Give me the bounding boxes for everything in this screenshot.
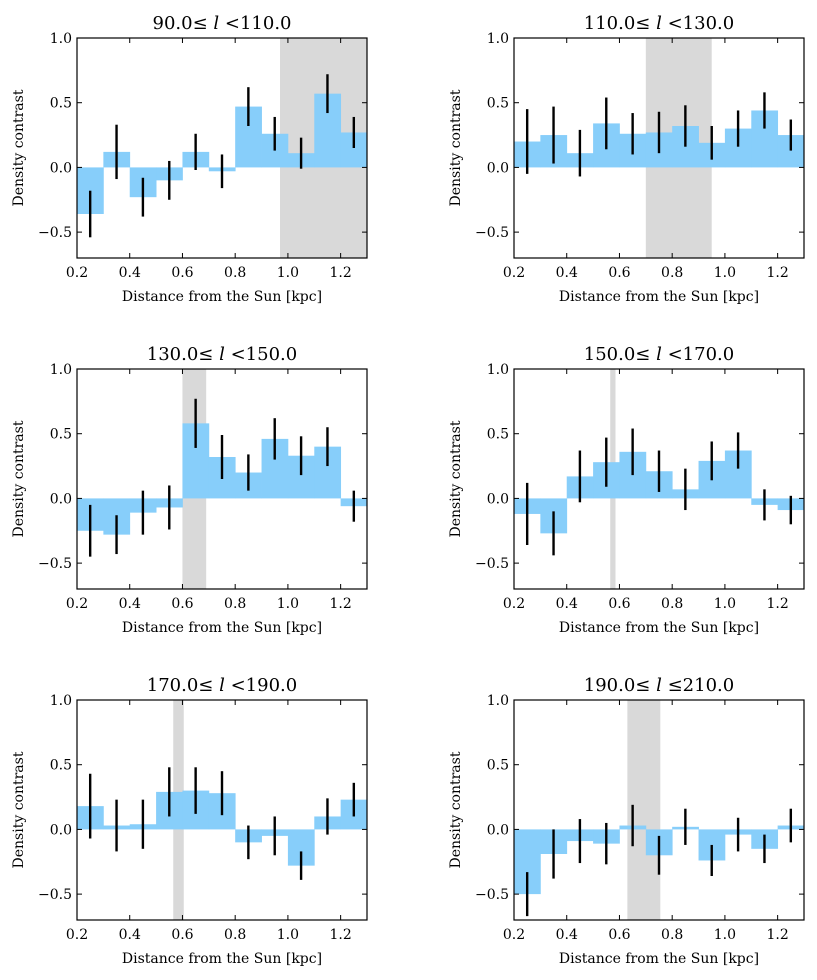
x-tick-label: 0.2 bbox=[503, 596, 525, 612]
x-tick-label: 0.6 bbox=[171, 596, 193, 612]
x-tick-label: 1.0 bbox=[277, 265, 299, 281]
y-tick-label: 0.0 bbox=[487, 160, 509, 176]
panel-2: 0.2 0.4 0.6 0.8 1.0 1.2 −0.5 0.0 0.5 1.0 110.0≤ l … bbox=[448, 13, 805, 305]
y-tick-label: 0.5 bbox=[487, 427, 509, 443]
panel-title: 170.0≤ l <190.0 bbox=[147, 675, 297, 696]
y-axis-label: Density contrast bbox=[448, 89, 464, 206]
y-tick-label: −0.5 bbox=[38, 225, 72, 241]
y-tick-label: −0.5 bbox=[475, 556, 509, 572]
y-tick-label: −0.5 bbox=[38, 556, 72, 572]
panel-title: 90.0≤ l <110.0 bbox=[153, 13, 292, 34]
x-tick-label: 0.6 bbox=[171, 265, 193, 281]
x-tick-label: 1.2 bbox=[330, 596, 352, 612]
x-tick-label: 1.2 bbox=[330, 265, 352, 281]
plot-area bbox=[77, 369, 367, 589]
x-tick-label: 1.0 bbox=[277, 596, 299, 612]
axes-frame bbox=[76, 37, 368, 259]
x-tick-label: 1.2 bbox=[767, 265, 789, 281]
x-tick-label: 0.8 bbox=[224, 265, 246, 281]
y-tick-label: 0.0 bbox=[50, 160, 72, 176]
x-tick-label: 0.4 bbox=[556, 265, 578, 281]
panel-title: 190.0≤ l ≤210.0 bbox=[584, 675, 734, 696]
x-tick-label: 0.6 bbox=[171, 927, 193, 943]
x-tick-label: 0.8 bbox=[224, 596, 246, 612]
x-tick-label: 0.8 bbox=[661, 596, 683, 612]
x-axis-label: Distance from the Sun [kpc] bbox=[559, 620, 759, 636]
y-axis-label: Density contrast bbox=[11, 751, 27, 868]
x-tick-label: 0.6 bbox=[608, 927, 630, 943]
plot-area bbox=[77, 700, 367, 920]
y-tick-label: 1.0 bbox=[487, 693, 509, 709]
panel-4: 0.2 0.4 0.6 0.8 1.0 1.2 −0.5 0.0 0.5 1.0 150.0≤ l … bbox=[448, 344, 805, 636]
axes-frame bbox=[513, 37, 805, 259]
x-tick-label: 0.8 bbox=[661, 927, 683, 943]
y-tick-label: 0.0 bbox=[50, 491, 72, 507]
y-tick-label: −0.5 bbox=[475, 887, 509, 903]
panel-6: 0.2 0.4 0.6 0.8 1.0 1.2 −0.5 0.0 0.5 1.0 190.0≤ l … bbox=[448, 675, 805, 967]
x-tick-label: 1.0 bbox=[277, 927, 299, 943]
plot-area bbox=[514, 369, 804, 589]
x-tick-label: 1.0 bbox=[714, 927, 736, 943]
x-tick-label: 1.2 bbox=[330, 927, 352, 943]
y-tick-label: 1.0 bbox=[487, 362, 509, 378]
x-axis-label: Distance from the Sun [kpc] bbox=[559, 289, 759, 305]
x-tick-label: 0.4 bbox=[119, 596, 141, 612]
y-tick-label: 0.0 bbox=[487, 491, 509, 507]
panel-title: 150.0≤ l <170.0 bbox=[584, 344, 734, 365]
y-tick-label: 0.5 bbox=[50, 96, 72, 112]
y-tick-label: 1.0 bbox=[50, 31, 72, 47]
x-tick-label: 1.2 bbox=[767, 596, 789, 612]
y-tick-label: 0.5 bbox=[487, 758, 509, 774]
y-tick-label: 1.0 bbox=[50, 693, 72, 709]
y-tick-label: −0.5 bbox=[475, 225, 509, 241]
x-tick-label: 1.2 bbox=[767, 927, 789, 943]
y-axis-label: Density contrast bbox=[11, 420, 27, 537]
y-tick-label: 1.0 bbox=[487, 31, 509, 47]
x-tick-label: 0.8 bbox=[661, 265, 683, 281]
y-axis-label: Density contrast bbox=[448, 420, 464, 537]
plot-area bbox=[77, 38, 367, 258]
x-tick-label: 0.4 bbox=[556, 927, 578, 943]
x-tick-label: 1.0 bbox=[714, 596, 736, 612]
y-tick-label: 0.5 bbox=[50, 758, 72, 774]
x-axis-label: Distance from the Sun [kpc] bbox=[122, 951, 322, 967]
x-tick-label: 0.6 bbox=[608, 265, 630, 281]
x-tick-label: 0.4 bbox=[119, 927, 141, 943]
panel-1: 0.2 0.4 0.6 0.8 1.0 1.2 −0.5 0.0 0.5 1.0 90.0≤ l <… bbox=[11, 13, 368, 305]
x-tick-label: 0.8 bbox=[224, 927, 246, 943]
axes-frame bbox=[513, 699, 805, 921]
y-tick-label: 0.0 bbox=[487, 822, 509, 838]
y-tick-label: 0.5 bbox=[487, 96, 509, 112]
y-axis-label: Density contrast bbox=[448, 751, 464, 868]
axes-frame bbox=[513, 368, 805, 590]
panel-5: 0.2 0.4 0.6 0.8 1.0 1.2 −0.5 0.0 0.5 1.0 170.0≤ l … bbox=[11, 675, 368, 967]
x-tick-label: 0.2 bbox=[503, 927, 525, 943]
x-tick-label: 0.4 bbox=[119, 265, 141, 281]
x-tick-label: 0.2 bbox=[503, 265, 525, 281]
panel-title: 110.0≤ l <130.0 bbox=[584, 13, 734, 34]
axes-frame bbox=[76, 368, 368, 590]
x-tick-label: 0.2 bbox=[66, 265, 88, 281]
panel-title: 130.0≤ l <150.0 bbox=[147, 344, 297, 365]
x-tick-label: 0.6 bbox=[608, 596, 630, 612]
x-axis-label: Distance from the Sun [kpc] bbox=[122, 289, 322, 305]
x-tick-label: 0.4 bbox=[556, 596, 578, 612]
panel-3: 0.2 0.4 0.6 0.8 1.0 1.2 −0.5 0.0 0.5 1.0 130.0≤ l … bbox=[11, 344, 368, 636]
x-axis-label: Distance from the Sun [kpc] bbox=[122, 620, 322, 636]
x-tick-label: 1.0 bbox=[714, 265, 736, 281]
y-tick-label: −0.5 bbox=[38, 887, 72, 903]
plot-area bbox=[514, 38, 804, 258]
x-tick-label: 0.2 bbox=[66, 596, 88, 612]
x-tick-label: 0.2 bbox=[66, 927, 88, 943]
axes-frame bbox=[76, 699, 368, 921]
y-tick-label: 0.0 bbox=[50, 822, 72, 838]
y-tick-label: 1.0 bbox=[50, 362, 72, 378]
y-axis-label: Density contrast bbox=[11, 89, 27, 206]
y-tick-label: 0.5 bbox=[50, 427, 72, 443]
plot-area bbox=[514, 700, 804, 920]
x-axis-label: Distance from the Sun [kpc] bbox=[559, 951, 759, 967]
